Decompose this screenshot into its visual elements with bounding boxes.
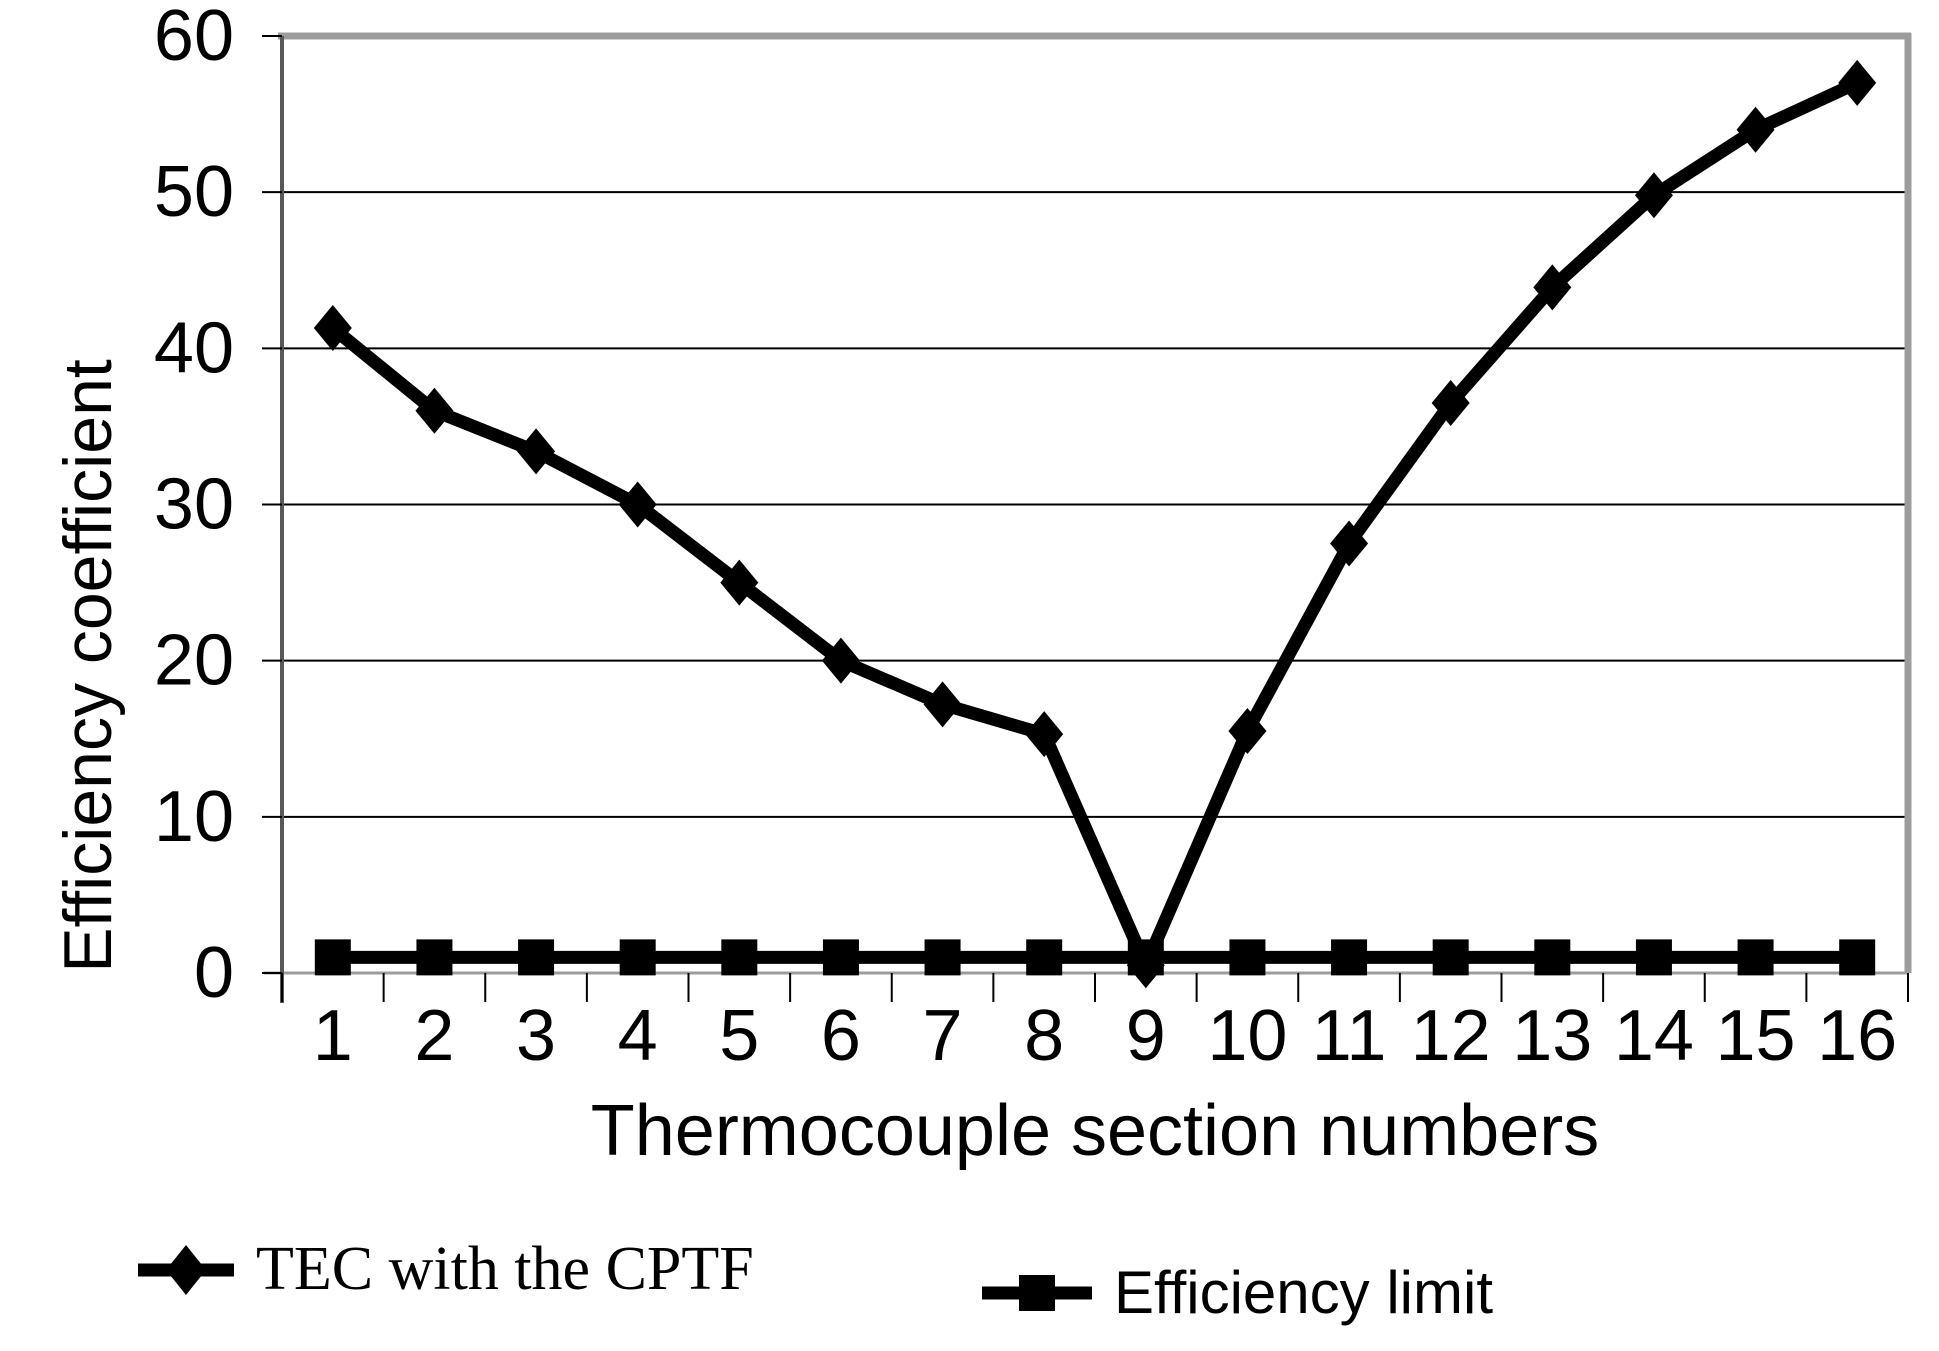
- legend-label-limit: Efficiency limit: [1114, 1259, 1493, 1326]
- marker-square: [1635, 939, 1672, 976]
- x-tick-label: 2: [414, 996, 454, 1076]
- marker-square: [1331, 939, 1368, 976]
- x-tick-label: 10: [1207, 996, 1287, 1076]
- y-tick-label: 50: [154, 152, 234, 232]
- marker-square: [1026, 939, 1063, 976]
- legend-label-tec: TEC with the CPTF: [256, 1235, 754, 1303]
- marker-diamond: [1736, 106, 1775, 153]
- marker-square: [721, 939, 758, 976]
- x-tick-label: 8: [1024, 996, 1064, 1076]
- y-tick-label: 40: [154, 308, 234, 388]
- diamond-marker-icon: [138, 1244, 234, 1295]
- marker-square: [314, 939, 351, 976]
- marker-square: [1534, 939, 1571, 976]
- y-axis-title: Efficiency coefficient: [50, 359, 126, 973]
- legend-item-limit: Efficiency limit: [982, 1258, 1493, 1327]
- x-tick-label: 12: [1411, 996, 1491, 1076]
- marker-diamond: [923, 681, 962, 728]
- x-tick-label: 6: [821, 996, 861, 1076]
- series-line-0: [328, 76, 1860, 982]
- x-tick-label: 15: [1716, 996, 1796, 1076]
- x-tick-label: 4: [618, 996, 658, 1076]
- marker-diamond: [1838, 59, 1877, 106]
- y-tick-label: 0: [194, 933, 234, 1013]
- x-tick-label: 5: [719, 996, 759, 1076]
- x-axis-title: Thermocouple section numbers: [590, 1091, 1600, 1171]
- marker-square: [924, 939, 961, 976]
- square-marker-icon: [982, 1274, 1092, 1311]
- marker-square: [1839, 939, 1876, 976]
- legend-item-tec: TEC with the CPTF: [138, 1234, 754, 1305]
- marker-diamond: [1330, 520, 1369, 567]
- y-tick-label: 60: [154, 0, 234, 76]
- y-tick-label: 30: [154, 465, 234, 545]
- marker-diamond: [1533, 264, 1572, 311]
- marker-square: [1432, 939, 1469, 976]
- marker-diamond: [1228, 707, 1267, 754]
- marker-diamond: [313, 305, 352, 352]
- marker-diamond: [618, 481, 657, 528]
- x-tick-label: 3: [516, 996, 556, 1076]
- marker-square: [518, 939, 555, 976]
- marker-diamond: [720, 559, 759, 606]
- x-tick-label: 14: [1614, 996, 1694, 1076]
- x-tick-label: 16: [1817, 996, 1897, 1076]
- marker-square: [1737, 939, 1774, 976]
- x-tick-label: 1: [313, 996, 353, 1076]
- marker-diamond: [1634, 172, 1673, 219]
- x-tick-label: 11: [1312, 996, 1387, 1076]
- marker-square: [619, 939, 656, 976]
- marker-square: [1229, 939, 1266, 976]
- y-tick-label: 20: [154, 621, 234, 701]
- x-tick-label: 13: [1512, 996, 1592, 1076]
- marker-diamond: [415, 387, 454, 434]
- marker-square: [822, 939, 859, 976]
- marker-square: [1127, 939, 1164, 976]
- marker-diamond: [517, 428, 556, 475]
- y-tick-label: 10: [154, 777, 234, 857]
- marker-square: [416, 939, 453, 976]
- marker-diamond: [1025, 711, 1064, 758]
- marker-diamond: [821, 637, 860, 684]
- x-tick-label: 9: [1126, 996, 1166, 1076]
- x-tick-label: 7: [923, 996, 963, 1076]
- marker-diamond: [1431, 379, 1470, 426]
